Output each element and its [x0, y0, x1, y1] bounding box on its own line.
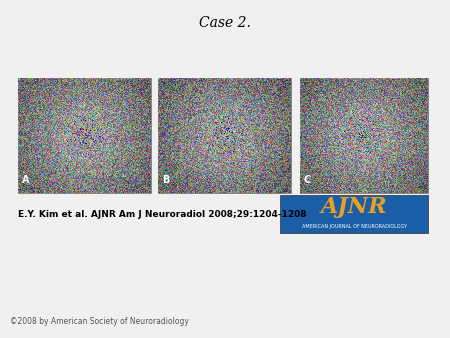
FancyBboxPatch shape — [280, 195, 428, 233]
Text: ©2008 by American Society of Neuroradiology: ©2008 by American Society of Neuroradiol… — [10, 317, 189, 326]
Text: AMERICAN JOURNAL OF NEURORADIOLOGY: AMERICAN JOURNAL OF NEURORADIOLOGY — [302, 224, 406, 229]
Text: AJNR: AJNR — [321, 196, 387, 218]
Text: B: B — [162, 175, 169, 185]
Text: E.Y. Kim et al. AJNR Am J Neuroradiol 2008;29:1204-1208: E.Y. Kim et al. AJNR Am J Neuroradiol 20… — [18, 210, 306, 219]
Text: A: A — [22, 175, 30, 185]
Text: Case 2.: Case 2. — [199, 16, 251, 30]
Text: C: C — [304, 175, 311, 185]
FancyBboxPatch shape — [300, 78, 428, 193]
FancyBboxPatch shape — [158, 78, 291, 193]
FancyBboxPatch shape — [18, 78, 151, 193]
